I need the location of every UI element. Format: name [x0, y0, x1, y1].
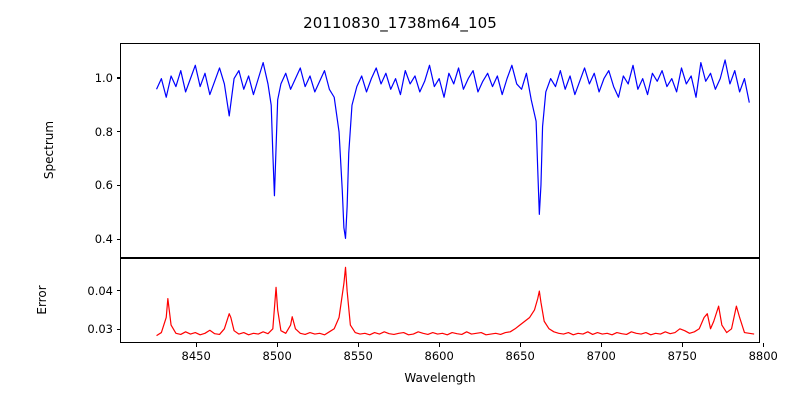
spectrum-panel	[120, 43, 760, 258]
x-tick-8600	[438, 343, 440, 347]
spectrum-line-plot	[121, 44, 759, 257]
x-tick-label-8600: 8600	[424, 349, 454, 363]
x-tick-8500	[276, 343, 278, 347]
spectrum-y-axis-label: Spectrum	[42, 120, 56, 180]
spectrum-y-tick-label-0.4: 0.4	[94, 232, 113, 247]
error-y-tick-label-0.04: 0.04	[87, 283, 113, 298]
x-axis-label: Wavelength	[404, 371, 476, 385]
x-tick-label-8650: 8650	[505, 349, 535, 363]
x-tick-label-8550: 8550	[343, 349, 373, 363]
x-tick-label-8700: 8700	[586, 349, 616, 363]
error-y-tick-0.04	[116, 290, 120, 292]
x-tick-8450	[195, 343, 197, 347]
spectrum-y-tick-label-1.0: 1.0	[94, 70, 113, 85]
x-tick-8550	[357, 343, 359, 347]
x-tick-label-8800: 8800	[748, 349, 778, 363]
spectrum-y-tick-0.4	[116, 238, 120, 240]
spectrum-y-tick-0.6	[116, 184, 120, 187]
spectrum-y-tick-label-0.8: 0.8	[94, 124, 113, 139]
spectrum-y-tick-label-0.6: 0.6	[94, 178, 113, 193]
error-y-axis-label: Error	[35, 285, 49, 315]
x-tick-label-8750: 8750	[667, 349, 697, 363]
spectrum-y-tick-0.8	[116, 131, 120, 133]
x-tick-label-8500: 8500	[262, 349, 292, 363]
error-panel	[120, 258, 760, 343]
x-tick-8700	[600, 343, 602, 347]
x-tick-8750	[681, 343, 683, 347]
spectrum-y-tick-1.0	[116, 77, 120, 79]
x-tick-8800	[762, 343, 764, 347]
error-data-line	[157, 267, 755, 335]
spectrum-data-line	[157, 60, 750, 238]
error-y-tick-label-0.03: 0.03	[87, 322, 113, 337]
x-tick-label-8450: 8450	[181, 349, 211, 363]
error-y-tick-0.03	[116, 328, 120, 331]
x-tick-8650	[519, 343, 521, 347]
error-line-plot	[121, 259, 759, 342]
figure-title: 20110830_1738m64_105	[303, 14, 497, 32]
